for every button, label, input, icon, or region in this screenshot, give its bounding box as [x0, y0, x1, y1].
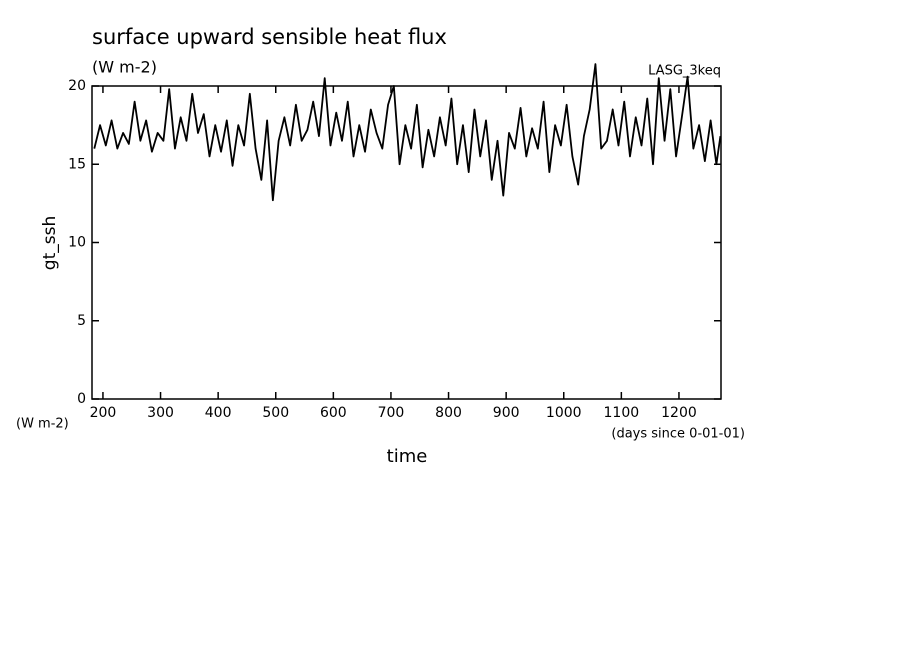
x-tick-label: 200	[90, 405, 117, 421]
x-tick-label: 1200	[661, 405, 697, 421]
data-line	[93, 63, 722, 202]
x-tick-label: 800	[435, 405, 462, 421]
x-tick-label: 600	[320, 405, 347, 421]
y-tick-label: 0	[77, 391, 86, 407]
chart-title: surface upward sensible heat flux	[92, 25, 447, 49]
chart-subtitle: (W m-2)	[92, 58, 157, 77]
x-tick-label: 500	[262, 405, 289, 421]
y-tick-label: 20	[68, 78, 86, 94]
x-tick-label: 1000	[546, 405, 582, 421]
y-tick-label: 5	[77, 313, 86, 329]
x-tick-label: 1100	[604, 405, 640, 421]
y-tick-label: 15	[68, 156, 86, 172]
x-axis-units: (days since 0-01-01)	[611, 427, 745, 442]
x-tick-label: 900	[493, 405, 520, 421]
x-tick-label: 300	[147, 405, 174, 421]
x-tick-label: 400	[205, 405, 232, 421]
y-axis-units: (W m-2)	[16, 417, 69, 432]
annotation: LASG_3keq	[648, 64, 721, 79]
x-tick-label: 700	[378, 405, 405, 421]
y-axis-label: gt_ssh	[40, 216, 60, 270]
x-axis-label: time	[387, 446, 428, 467]
y-tick-label: 10	[68, 235, 86, 251]
